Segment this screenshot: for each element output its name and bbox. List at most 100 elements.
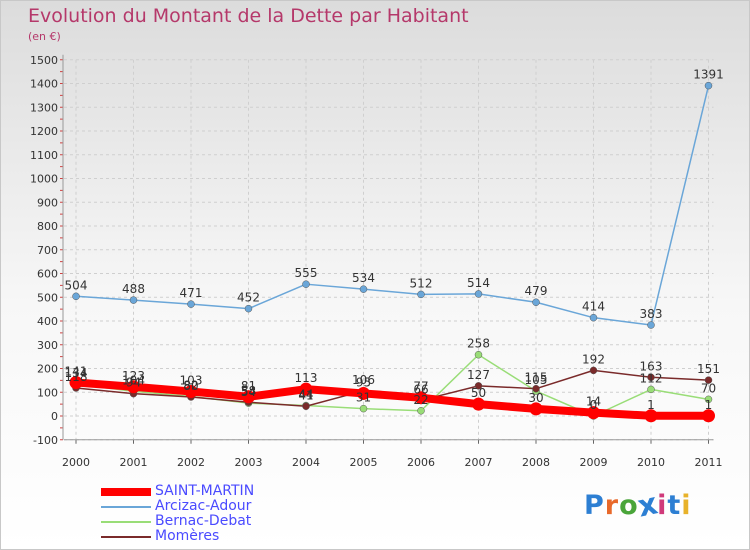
data-point [127,380,140,394]
x-tick-label: 2005 [350,456,378,469]
x-tick-label: 2007 [465,456,493,469]
data-label: 113 [295,371,318,385]
y-tick-label: 1500 [30,54,58,67]
data-point [72,292,80,301]
data-point [417,290,425,299]
x-tick-label: 2010 [637,456,665,469]
y-tick-label: 300 [37,339,58,352]
x-tick-label: 2009 [580,456,608,469]
data-point [357,386,370,400]
y-tick-label: 100 [37,386,58,399]
logo-letter: t [667,490,682,521]
data-label: 70 [701,381,716,395]
data-label: 163 [640,359,663,373]
data-point [244,304,253,313]
data-point [184,385,198,399]
logo-letter: i [681,490,692,521]
series-line-2 [75,353,710,417]
proxiti-logo: Proxiti [584,487,692,525]
data-label: 80 [183,379,198,393]
data-point [532,298,540,306]
data-label: 115 [525,371,548,385]
data-label: 192 [582,352,605,366]
data-point [532,384,540,393]
y-tick-label: 1100 [30,149,58,162]
data-label: 77 [413,380,428,394]
data-label: 452 [237,291,260,305]
data-label: 106 [352,373,375,387]
data-point [589,313,598,322]
y-tick-label: 1000 [30,173,58,186]
data-label: 112 [640,371,663,385]
y-tick-label: 0 [51,410,58,423]
data-label: 471 [180,286,203,300]
data-point [69,376,83,390]
data-label: 44 [298,388,313,402]
y-tick-label: 900 [37,196,58,209]
data-label: 105 [525,373,548,387]
x-axis-ticks: 2000 2001 2002 2003 2004 2005 2006 2007 2008 2009… [62,456,723,469]
data-point [474,350,483,359]
logo-letter: o [619,490,639,521]
legend: SAINT-MARTIN Arcizac-Adour Bernac-Debat Mom… [101,484,254,544]
legend-swatch [101,520,151,523]
logo-letter: r [604,490,620,521]
y-tick-label: 800 [37,220,58,233]
data-point [647,385,655,394]
data-point [242,390,255,404]
data-point [647,373,655,382]
legend-item: Arcizac-Adour [101,499,254,514]
data-point [414,391,428,405]
y-tick-label: 1200 [30,125,58,138]
data-point [529,402,543,416]
data-point [587,406,600,420]
x-tick-label: 2002 [177,456,205,469]
data-label: 1 [705,398,713,412]
data-label: 534 [352,271,375,285]
legend-swatch [101,535,151,538]
legend-item: Momères [101,529,254,544]
data-label: 104 [122,373,145,387]
data-label: 41 [298,388,313,402]
data-point [129,296,138,304]
data-label: 50 [471,386,486,400]
data-point [647,321,655,329]
data-point [472,397,485,411]
data-label: 118 [65,370,88,384]
series-line-1 [75,84,710,326]
axes [60,54,714,444]
data-label: 1 [647,398,655,412]
legend-item: Bernac-Debat [101,514,254,529]
data-label: 30 [528,391,543,405]
data-point [299,382,313,396]
data-label: 555 [295,266,318,280]
x-tick-label: 2011 [695,456,723,469]
data-label: 151 [697,362,720,376]
y-tick-label: -100 [33,434,58,447]
x-tick-label: 2000 [62,456,90,469]
data-label: 514 [467,276,490,290]
data-point [474,382,483,390]
data-label: 134 [65,366,88,380]
data-point [589,366,598,375]
data-label: 0 [590,398,598,412]
data-point [359,285,368,293]
data-label: 383 [640,307,663,321]
y-tick-label: 700 [37,244,58,257]
data-label: 31 [356,391,371,405]
data-label: 258 [467,337,490,351]
data-label: 479 [525,284,548,298]
data-label: 94 [126,376,141,390]
data-point [644,409,658,423]
y-tick-label: 1400 [30,78,58,91]
legend-label: Momères [155,528,220,544]
data-point [359,404,368,413]
y-tick-label: 200 [37,363,58,376]
grid-lines [64,59,714,441]
plot-area [69,81,715,423]
data-label: 512 [410,276,433,290]
y-axis-ticks: -100 0 100 200 300 400 500 600 700 800 900 1000 1100… [30,54,58,447]
data-point [704,376,713,384]
